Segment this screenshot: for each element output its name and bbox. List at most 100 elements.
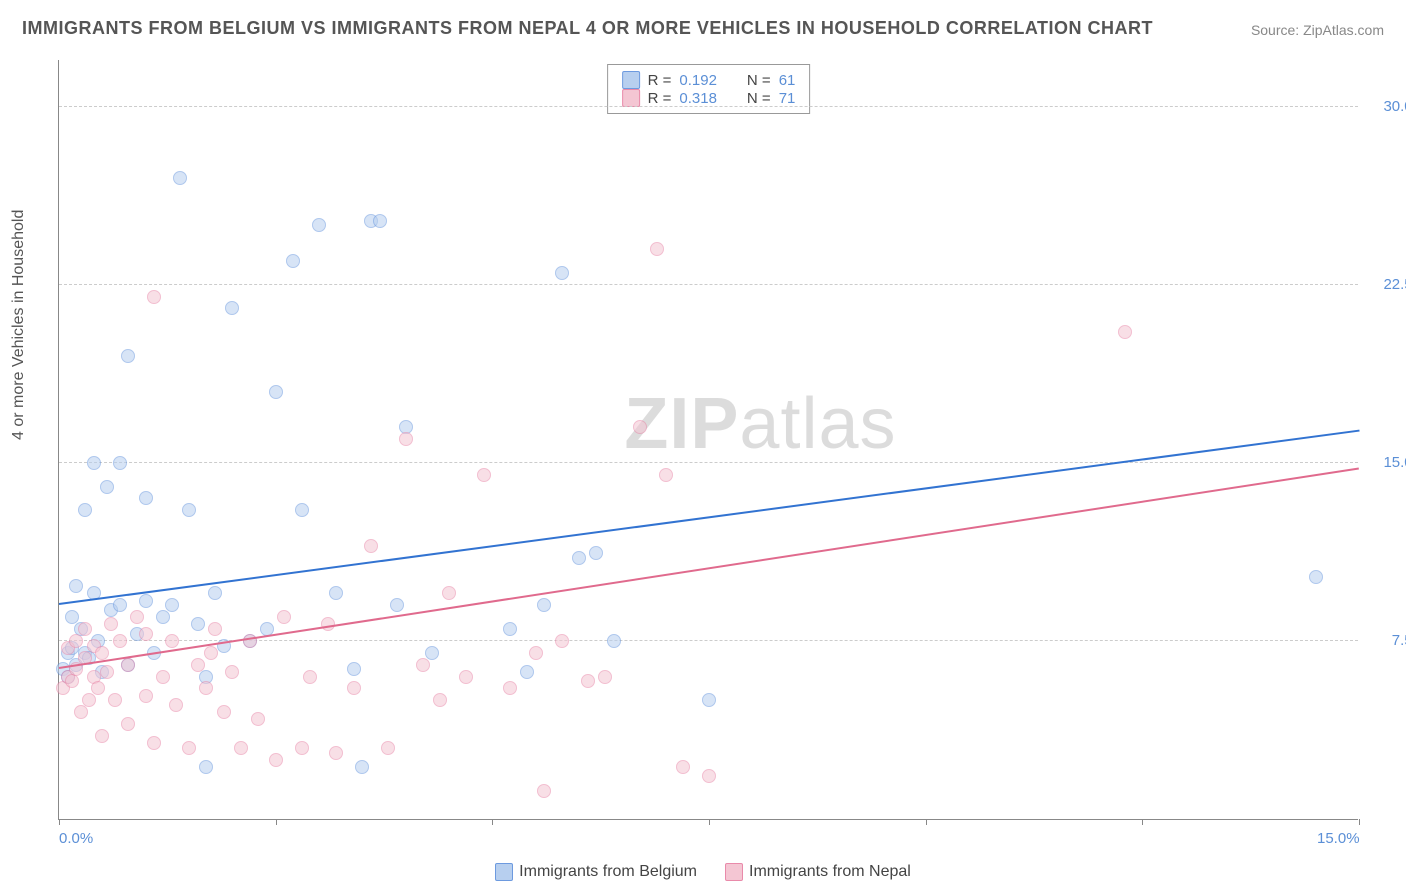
scatter-point [121, 349, 135, 363]
scatter-point [139, 491, 153, 505]
scatter-point [355, 760, 369, 774]
scatter-point [199, 760, 213, 774]
scatter-point [1309, 570, 1323, 584]
scatter-point [477, 468, 491, 482]
legend-n-value: 61 [779, 72, 796, 89]
scatter-point [390, 598, 404, 612]
scatter-point [650, 242, 664, 256]
scatter-point [537, 598, 551, 612]
scatter-point [381, 741, 395, 755]
scatter-point [702, 693, 716, 707]
scatter-point [147, 290, 161, 304]
scatter-point [173, 171, 187, 185]
legend-swatch [622, 71, 640, 89]
scatter-point [87, 456, 101, 470]
scatter-point [347, 662, 361, 676]
scatter-point [234, 741, 248, 755]
x-tick-mark [276, 819, 277, 825]
scatter-point [165, 598, 179, 612]
scatter-point [139, 594, 153, 608]
scatter-point [537, 784, 551, 798]
scatter-point [555, 266, 569, 280]
scatter-point [269, 753, 283, 767]
y-tick-label: 22.5% [1366, 276, 1406, 293]
scatter-point [108, 693, 122, 707]
scatter-point [295, 503, 309, 517]
trend-line [59, 430, 1359, 605]
scatter-point [91, 681, 105, 695]
scatter-point [69, 634, 83, 648]
x-tick-mark [1142, 819, 1143, 825]
x-tick-mark [1359, 819, 1360, 825]
y-gridline [59, 106, 1358, 107]
scatter-point [598, 670, 612, 684]
scatter-point [312, 218, 326, 232]
scatter-point [347, 681, 361, 695]
scatter-point [589, 546, 603, 560]
x-tick-mark [709, 819, 710, 825]
scatter-point [156, 670, 170, 684]
scatter-point [147, 736, 161, 750]
scatter-point [286, 254, 300, 268]
scatter-point [100, 665, 114, 679]
source-prefix: Source: [1251, 22, 1303, 38]
y-tick-label: 15.0% [1366, 454, 1406, 471]
scatter-point [702, 769, 716, 783]
x-tick-mark [492, 819, 493, 825]
scatter-point [113, 598, 127, 612]
scatter-point [100, 480, 114, 494]
scatter-point [191, 658, 205, 672]
scatter-point [442, 586, 456, 600]
scatter-point [529, 646, 543, 660]
scatter-point [95, 646, 109, 660]
legend-n-label: N = [747, 90, 771, 107]
scatter-point [199, 681, 213, 695]
legend-bottom-item: Immigrants from Belgium [495, 863, 697, 881]
y-axis-label: 4 or more Vehicles in Household [10, 210, 28, 440]
scatter-point [74, 705, 88, 719]
correlation-legend: R =0.192N =61R =0.318N =71 [607, 64, 811, 114]
legend-swatch [725, 863, 743, 881]
scatter-chart: ZIPatlas R =0.192N =61R =0.318N =71 7.5%… [58, 60, 1358, 820]
scatter-point [182, 503, 196, 517]
legend-r-label: R = [648, 72, 672, 89]
scatter-point [676, 760, 690, 774]
scatter-point [269, 385, 283, 399]
scatter-point [82, 693, 96, 707]
scatter-point [165, 634, 179, 648]
scatter-point [69, 579, 83, 593]
legend-n-label: N = [747, 72, 771, 89]
legend-series-name: Immigrants from Belgium [519, 863, 697, 881]
scatter-point [104, 617, 118, 631]
legend-swatch [622, 89, 640, 107]
y-gridline [59, 284, 1358, 285]
legend-r-label: R = [648, 90, 672, 107]
scatter-point [139, 689, 153, 703]
scatter-point [208, 622, 222, 636]
scatter-point [130, 610, 144, 624]
scatter-point [204, 646, 218, 660]
legend-series-name: Immigrants from Nepal [749, 863, 911, 881]
scatter-point [217, 705, 231, 719]
scatter-point [1118, 325, 1132, 339]
legend-r-value: 0.192 [679, 72, 717, 89]
scatter-point [225, 301, 239, 315]
y-gridline [59, 462, 1358, 463]
scatter-point [329, 586, 343, 600]
x-tick-label: 15.0% [1317, 830, 1360, 847]
scatter-point [659, 468, 673, 482]
watermark-text: ZIPatlas [624, 383, 896, 465]
scatter-point [113, 634, 127, 648]
scatter-point [633, 420, 647, 434]
scatter-point [425, 646, 439, 660]
scatter-point [78, 622, 92, 636]
scatter-point [329, 746, 343, 760]
scatter-point [251, 712, 265, 726]
watermark-rest: atlas [739, 384, 896, 464]
scatter-point [295, 741, 309, 755]
y-tick-label: 30.0% [1366, 98, 1406, 115]
scatter-point [459, 670, 473, 684]
scatter-point [607, 634, 621, 648]
scatter-point [225, 665, 239, 679]
scatter-point [139, 627, 153, 641]
